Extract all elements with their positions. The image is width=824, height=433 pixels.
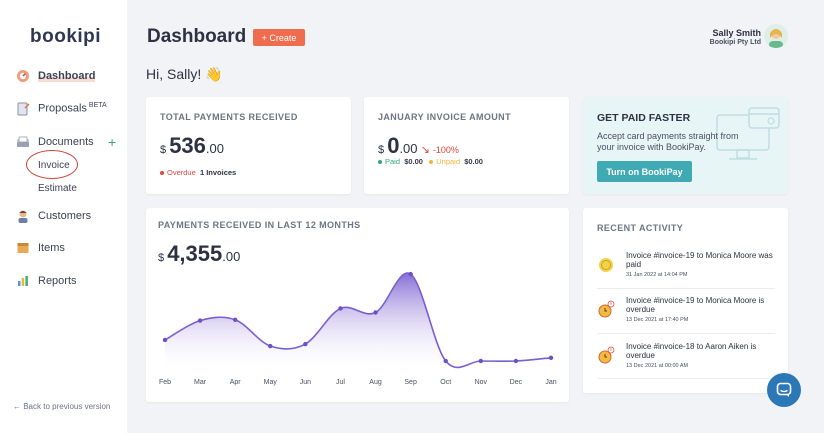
x-tick-label: May bbox=[264, 379, 278, 386]
invoice-highlight-circle bbox=[26, 150, 78, 179]
promo-text: Accept card payments straight from your … bbox=[597, 131, 739, 152]
dashboard-icon bbox=[15, 68, 30, 83]
bookipi-logo[interactable]: bookipi bbox=[30, 26, 102, 47]
chart-point-apr[interactable] bbox=[232, 317, 238, 322]
paid-unpaid-summary: Paid $0.00 Unpaid $0.00 bbox=[378, 157, 483, 166]
x-tick-label: Feb bbox=[159, 379, 171, 386]
activity-text: Invoice #invoice-19 to Monica Moore is o… bbox=[626, 296, 765, 314]
x-tick-label: Mar bbox=[194, 379, 207, 386]
total-payments-card[interactable]: TOTAL PAYMENTS RECEIVED $ 536.00 Overdue… bbox=[146, 97, 351, 194]
chart-point-dec[interactable] bbox=[513, 358, 519, 364]
page-title: Dashboard bbox=[147, 26, 247, 47]
trend-down-icon: ↘ bbox=[420, 144, 430, 156]
add-document-icon[interactable]: + bbox=[108, 134, 117, 150]
card-title: PAYMENTS RECEIVED IN LAST 12 MONTHS bbox=[158, 220, 361, 230]
overdue-summary[interactable]: Overdue 1 Invoices bbox=[160, 168, 236, 177]
sidebar-item-label: Customers bbox=[38, 209, 92, 222]
card-title: TOTAL PAYMENTS RECEIVED bbox=[160, 112, 298, 122]
chat-icon bbox=[776, 382, 792, 397]
sidebar-item-label: Documents bbox=[38, 135, 94, 148]
card-title: RECENT ACTIVITY bbox=[597, 223, 684, 233]
customers-icon bbox=[15, 208, 30, 223]
payments-line-chart[interactable]: Feb Mar Apr May Jun Jul Aug Sep Oct Nov Dec Jan bbox=[146, 208, 569, 402]
card-terminal-illustration-icon bbox=[716, 107, 780, 160]
user-name[interactable]: Sally Smith bbox=[712, 28, 761, 38]
documents-icon bbox=[15, 134, 30, 149]
sidebar-item-label: Dashboard bbox=[38, 69, 96, 82]
sidebar: bookipi Dashboard Proposals BETA Document… bbox=[0, 0, 127, 433]
chart-point-sep[interactable] bbox=[408, 271, 413, 277]
chat-support-button[interactable] bbox=[767, 373, 801, 407]
sidebar-item-documents[interactable]: Documents bbox=[15, 134, 94, 149]
change-percent: -100% bbox=[432, 145, 459, 155]
sidebar-item-dashboard[interactable]: Dashboard bbox=[15, 68, 96, 83]
x-tick-label: Jan bbox=[545, 379, 556, 386]
reports-icon bbox=[15, 273, 30, 288]
back-to-previous-version-link[interactable]: ← Back to previous version bbox=[13, 402, 111, 411]
create-button[interactable]: + Create bbox=[253, 29, 305, 46]
x-tick-label: Apr bbox=[230, 379, 242, 386]
get-paid-faster-card: GET PAID FASTER Accept card payments str… bbox=[583, 97, 788, 194]
sidebar-item-proposals[interactable]: Proposals BETA bbox=[15, 101, 107, 116]
overdue-clock-icon bbox=[598, 300, 615, 318]
x-tick-label: Dec bbox=[510, 379, 523, 386]
x-tick-label: Sep bbox=[404, 379, 417, 386]
divider bbox=[597, 288, 775, 289]
card-title: JANUARY INVOICE AMOUNT bbox=[378, 112, 511, 122]
chart-point-nov[interactable] bbox=[478, 358, 484, 364]
chart-total-amount: $ 4,355.00 bbox=[158, 241, 241, 266]
x-tick-label: Jun bbox=[300, 379, 311, 386]
total-payments-amount: $ 536.00 bbox=[160, 133, 224, 158]
activity-text: Invoice #invoice-19 to Monica Moore was … bbox=[626, 251, 773, 269]
x-tick-label: Oct bbox=[440, 379, 451, 386]
promo-title: GET PAID FASTER bbox=[597, 112, 691, 124]
activity-text: Invoice #invoice-18 to Aaron Aiken is ov… bbox=[626, 342, 757, 360]
sidebar-item-customers[interactable]: Customers bbox=[15, 208, 91, 223]
sidebar-subitem-invoice[interactable]: Invoice bbox=[38, 160, 70, 171]
activity-date: 13 Dec 2021 at 17:40 PM bbox=[626, 317, 689, 323]
activity-item[interactable]: Invoice #invoice-19 to Monica Moore is o… bbox=[597, 296, 777, 326]
x-tick-label: Nov bbox=[475, 379, 488, 386]
items-icon bbox=[15, 240, 30, 255]
activity-item[interactable]: Invoice #invoice-18 to Aaron Aiken is ov… bbox=[597, 342, 777, 372]
overdue-clock-icon bbox=[598, 346, 615, 364]
activity-date: 13 Dec 2021 at 00:00 AM bbox=[626, 363, 689, 369]
sidebar-item-label: Proposals BETA bbox=[38, 102, 107, 115]
activity-date: 31 Jan 2022 at 14:04 PM bbox=[626, 272, 688, 278]
recent-activity-card: RECENT ACTIVITY Invoice #invoice-19 to M… bbox=[583, 208, 788, 393]
user-company[interactable]: Bookipi Pty Ltd bbox=[709, 39, 761, 46]
chart-point-aug[interactable] bbox=[373, 310, 378, 315]
chart-point-mar[interactable] bbox=[197, 318, 203, 323]
chart-point-jun[interactable] bbox=[303, 341, 308, 347]
proposals-icon bbox=[15, 101, 30, 116]
turn-on-bookipay-button[interactable]: Turn on BookiPay bbox=[597, 161, 692, 182]
chart-point-jul[interactable] bbox=[338, 306, 343, 311]
divider bbox=[597, 333, 775, 334]
sidebar-item-items[interactable]: Items bbox=[15, 240, 65, 255]
sidebar-item-label: Reports bbox=[38, 274, 77, 287]
activity-item[interactable]: Invoice #invoice-19 to Monica Moore was … bbox=[597, 251, 777, 281]
sidebar-subitem-estimate[interactable]: Estimate bbox=[38, 183, 77, 194]
divider bbox=[597, 378, 775, 379]
chart-point-may[interactable] bbox=[268, 343, 273, 349]
chart-area-fill bbox=[165, 273, 551, 369]
january-invoice-amount: $ 0.00 ↘ -100% bbox=[378, 133, 459, 158]
chart-point-jan[interactable] bbox=[548, 355, 554, 360]
sidebar-item-label: Items bbox=[38, 241, 65, 254]
chart-point-oct[interactable] bbox=[443, 358, 448, 364]
x-tick-label: Aug bbox=[369, 379, 382, 386]
x-tick-label: Jul bbox=[336, 379, 345, 386]
sidebar-item-reports[interactable]: Reports bbox=[15, 273, 77, 288]
january-invoice-card[interactable]: JANUARY INVOICE AMOUNT $ 0.00 ↘ -100% Pa… bbox=[364, 97, 569, 194]
greeting: Hi, Sally! 👋 bbox=[146, 66, 223, 82]
avatar[interactable] bbox=[764, 24, 788, 48]
chart-point-feb[interactable] bbox=[162, 337, 168, 343]
paid-coin-icon bbox=[599, 258, 613, 272]
payments-chart-card: PAYMENTS RECEIVED IN LAST 12 MONTHS $ 4,… bbox=[146, 208, 569, 402]
